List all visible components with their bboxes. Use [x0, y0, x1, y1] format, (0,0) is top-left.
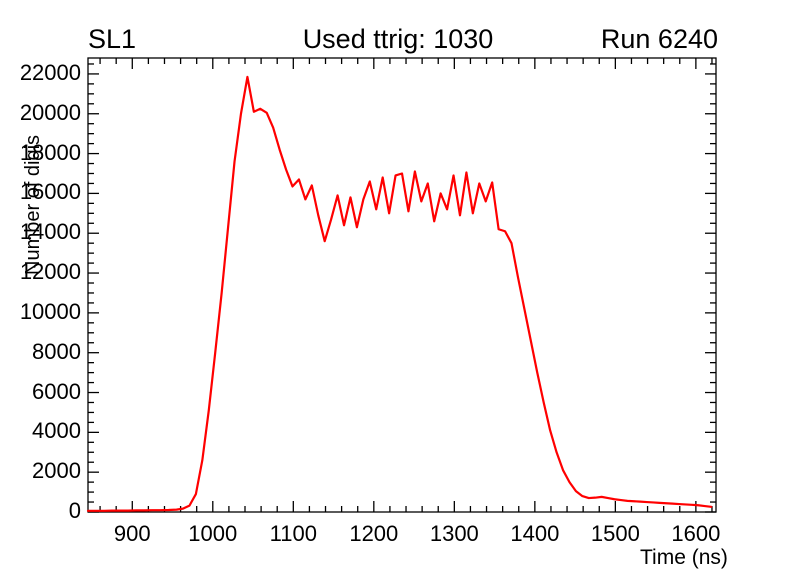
x-tick-label: 900	[113, 521, 151, 546]
y-tick-label: 14000	[19, 219, 81, 245]
plot-frame	[87, 57, 717, 513]
data-series	[86, 75, 713, 512]
run-label: Run 6240	[600, 24, 718, 54]
y-tick-label: 2000	[32, 458, 81, 484]
x-tick-label: 1500	[590, 521, 640, 546]
x-tick-label: 1000	[188, 521, 238, 546]
chart-title: Used ttrig: 1030	[302, 24, 494, 54]
y-tick-label: 20000	[19, 99, 81, 125]
pad-label: SL1	[88, 24, 137, 54]
y-tick-label: 0	[68, 498, 81, 523]
y-tick-label: 18000	[19, 139, 81, 165]
x-tick-label: 1300	[429, 521, 479, 546]
x-tick-label: 1100	[269, 521, 317, 546]
x-tick-label: 1600	[671, 521, 721, 546]
x-tick-label: 1200	[349, 521, 399, 546]
x-axis-title: Time (ns)	[640, 546, 728, 569]
x-tick-label: 1400	[510, 521, 560, 546]
y-tick-label: 22000	[19, 59, 81, 85]
y-tick-label: 4000	[32, 418, 81, 444]
y-tick-label: 10000	[19, 298, 81, 324]
y-tick-label: 12000	[19, 259, 81, 285]
y-tick-label: 8000	[32, 338, 81, 364]
axis-ticks	[88, 58, 716, 513]
y-tick-label: 6000	[32, 378, 81, 404]
y-tick-label: 16000	[19, 179, 81, 205]
